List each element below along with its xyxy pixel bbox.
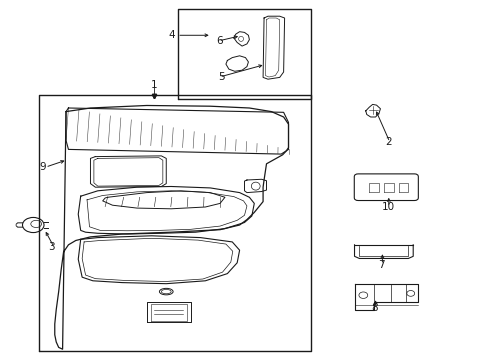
Text: 2: 2 bbox=[385, 137, 391, 147]
Text: 8: 8 bbox=[370, 303, 377, 313]
Text: 3: 3 bbox=[48, 242, 55, 252]
Text: 10: 10 bbox=[382, 202, 394, 212]
Text: 5: 5 bbox=[217, 72, 224, 82]
Text: 9: 9 bbox=[40, 162, 46, 172]
Text: 7: 7 bbox=[377, 260, 384, 270]
Text: 6: 6 bbox=[215, 36, 222, 46]
Text: 1: 1 bbox=[150, 80, 157, 90]
Text: 4: 4 bbox=[168, 30, 175, 40]
